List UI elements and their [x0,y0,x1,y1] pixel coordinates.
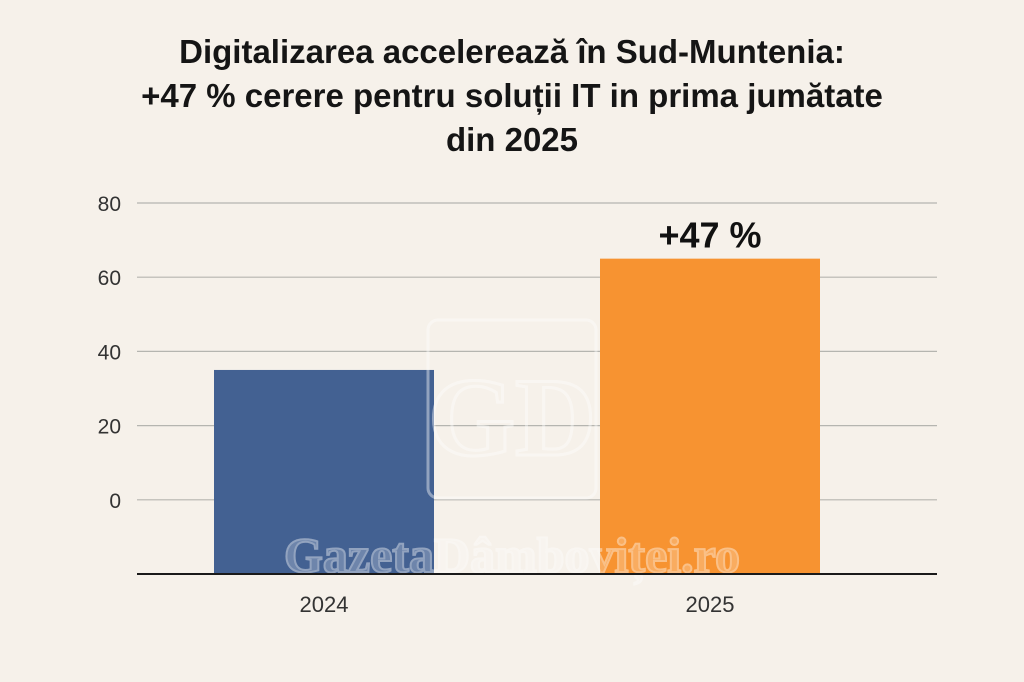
x-axis-labels: 2024 2025 [300,592,735,617]
bar-annotation: +47 % [658,215,761,256]
chart-title-line-1: Digitalizarea accelerează în Sud-Munteni… [179,33,845,70]
y-tick-label: 0 [109,490,121,513]
x-tick-label: 2024 [300,592,349,617]
watermark: GD GazetaDâmboviței.ro [283,318,741,587]
watermark-logo-text: GD [428,356,596,480]
y-tick-label: 60 [98,267,121,290]
chart-title-line-2: +47 % cerere pentru soluții IT in prima … [141,77,883,114]
y-tick-label: 40 [98,341,121,364]
bar-2025 [600,258,820,574]
watermark-logo-frame [426,318,598,500]
chart-title-line-3: din 2025 [445,121,579,158]
bar-2024 [214,369,434,574]
bars [214,258,820,574]
watermark-site-text: GazetaDâmboviței.ro [284,527,740,586]
y-tick-label: 80 [98,193,121,216]
chart-title: Digitalizarea accelerează în Sud-Munteni… [40,30,984,162]
annotations: +47 % [658,215,761,256]
x-tick-label: 2025 [686,592,735,617]
y-tick-label: 20 [98,416,121,439]
y-axis-ticks: 0 20 40 60 80 [98,193,121,513]
